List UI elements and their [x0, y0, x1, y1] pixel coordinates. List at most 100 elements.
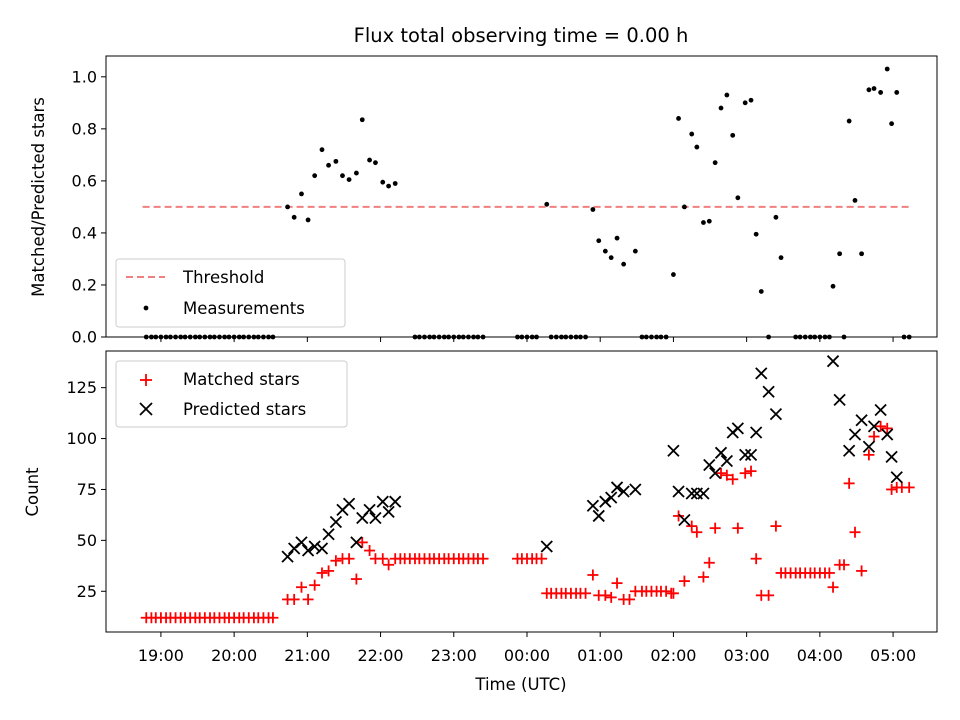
predicted-star-point: [605, 491, 618, 504]
measurement-point: [748, 97, 754, 103]
measurement-point: [614, 235, 620, 241]
measurement-point: [621, 261, 627, 267]
matched-star-point: [739, 467, 751, 479]
bottom-panel-y-axis-label: Count: [23, 467, 42, 517]
matched-star-point: [881, 422, 893, 434]
legend-predicted-label: Predicted stars: [183, 400, 306, 419]
predicted-star-point: [382, 505, 395, 518]
measurement-point: [701, 220, 706, 225]
measurement-point: [608, 255, 614, 261]
predicted-star-point: [295, 536, 308, 549]
measurement-point: [871, 86, 877, 91]
matched-star-point: [732, 522, 744, 534]
matched-star-point: [827, 581, 839, 593]
x-tick-label: 00:00: [504, 646, 550, 665]
measurement-point: [837, 251, 843, 257]
x-tick-label: 22:00: [358, 646, 404, 665]
predicted-star-point: [301, 544, 315, 557]
predicted-star-point: [363, 503, 376, 516]
bottom-panel-y-ticks: 25 50 75 100 125: [66, 378, 106, 601]
legend-threshold-label: Threshold: [182, 268, 264, 287]
measurement-point: [889, 121, 895, 127]
measurement-point: [305, 217, 311, 223]
measurement-point: [730, 132, 736, 138]
measurement-point: [866, 87, 872, 93]
x-axis-label: Time (UTC): [474, 675, 566, 694]
bottom-panel: 25 50 75 100 125 19:00 20:00 21:00 22:00 23:00 00…: [23, 350, 938, 694]
predicted-star-point: [685, 487, 698, 500]
predicted-star-point: [629, 483, 642, 496]
matched-star-point: [770, 520, 782, 532]
matched-star-point: [288, 593, 300, 605]
predicted-star-point: [750, 426, 763, 439]
predicted-star-point: [890, 471, 903, 484]
measurement-point: [590, 207, 596, 212]
predicted-star-point: [867, 420, 881, 433]
matched-star-point: [309, 579, 321, 591]
measurement-point: [285, 204, 290, 210]
legend-matched-swatch: [140, 374, 152, 386]
matched-star-point: [536, 553, 548, 565]
matched-star-point: [715, 467, 727, 479]
y-tick-label: 0.4: [72, 223, 97, 242]
measurement-point: [712, 160, 718, 166]
measurement-point: [878, 90, 884, 95]
predicted-star-point: [762, 385, 775, 398]
y-tick-label: 25: [77, 582, 97, 601]
legend-predicted-swatch: [139, 402, 153, 416]
predicted-star-point: [350, 536, 363, 549]
predicted-star-point: [610, 481, 624, 494]
y-tick-label: 0.6: [72, 171, 97, 190]
matched-star-point: [611, 577, 623, 589]
matched-star-point: [673, 510, 685, 522]
measurement-point: [742, 100, 748, 106]
measurement-point: [326, 162, 331, 168]
matched-star-point: [750, 553, 762, 565]
matched-star-point: [580, 587, 592, 599]
matched-star-point: [364, 545, 376, 557]
matched-star-point: [868, 431, 880, 443]
y-tick-label: 0.8: [72, 119, 97, 138]
measurement-point: [778, 255, 784, 261]
matched-star-point: [856, 565, 868, 577]
predicted-star-point: [720, 454, 734, 468]
predicted-star-point: [833, 393, 846, 407]
top-legend-box: [115, 258, 346, 328]
matched-star-point: [703, 557, 715, 569]
predicted-star-point: [308, 540, 321, 553]
legend-matched-label: Matched stars: [183, 370, 300, 389]
matched-star-point: [691, 526, 703, 538]
predicted-star-point: [592, 509, 605, 523]
predicted-star-point: [885, 450, 898, 464]
x-tick-label: 21:00: [284, 646, 330, 665]
matched-star-point: [587, 569, 599, 581]
measurement-point: [689, 131, 695, 137]
matched-star-point: [660, 585, 672, 597]
measurement-point: [340, 173, 345, 179]
top-panel-frame: [105, 55, 938, 338]
measurement-point: [632, 248, 638, 254]
x-tick-label: 01:00: [577, 646, 623, 665]
bottom-legend: Matched stars Predicted stars: [115, 360, 348, 428]
legend-measurements-label: Measurements: [183, 299, 305, 318]
chart-title: Flux total observing time = 0.00 h: [354, 24, 689, 47]
matched-star-point: [863, 449, 875, 461]
legend-measurements-swatch: [143, 305, 149, 311]
measurement-point: [753, 231, 759, 237]
matched-star-point: [838, 559, 850, 571]
predicted-star-point: [862, 440, 876, 453]
measurement-point: [735, 195, 741, 201]
x-tick-label: 20:00: [211, 646, 257, 665]
measurement-point: [676, 116, 681, 121]
matched-star-point: [477, 553, 489, 565]
matched-star-point: [316, 567, 328, 579]
top-panel-y-ticks: 0.0 0.2 0.4 0.6 0.8 1.0: [72, 67, 106, 347]
predicted-star-point: [709, 467, 722, 480]
matched-star-point: [623, 593, 635, 605]
predicted-star-point: [843, 444, 856, 457]
matched-star-point: [823, 567, 835, 579]
predicted-star-point: [281, 550, 294, 563]
matched-star-point: [763, 589, 775, 601]
predicted-star-point: [369, 511, 382, 525]
